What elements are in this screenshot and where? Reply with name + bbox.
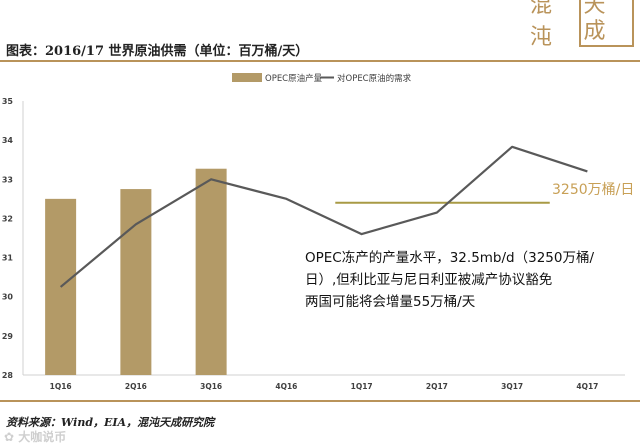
x-tick-label: 1Q17	[351, 382, 373, 391]
footer-divider	[0, 400, 640, 402]
y-tick-label: 35	[2, 97, 14, 106]
bar-series	[45, 168, 227, 375]
legend-label-line: 对OPEC原油的需求	[337, 73, 412, 84]
x-tick-label: 1Q16	[50, 382, 72, 391]
chart-title: 图表：2016/17 世界原油供需（单位：百万桶/天）	[6, 44, 309, 59]
chart-axes: 28 29 30 31 32 33 34 35 1Q16 2Q16 3Q16 4Q16 1Q17 2Q17…	[2, 97, 625, 391]
source-note: 资料来源：Wind，EIA，混沌天成研究院	[6, 416, 215, 429]
brand-logo: 混沌 天成	[530, 0, 634, 50]
reference-line-group: 3250万桶/日	[335, 182, 634, 204]
x-tick-label: 3Q17	[501, 382, 523, 391]
header-divider	[0, 60, 640, 62]
x-tick-label: 2Q17	[426, 382, 448, 391]
annotation-line: OPEC冻产的产量水平，32.5mb/d（3250万桶/	[305, 250, 594, 266]
y-tick-label: 29	[2, 332, 14, 341]
demand-line	[59, 145, 588, 288]
x-tick-label: 2Q16	[125, 382, 147, 391]
legend-label-bar: OPEC原油产量	[265, 73, 323, 84]
x-tick-label: 4Q17	[576, 382, 598, 391]
y-tick-label: 33	[2, 175, 13, 184]
x-tick-label: 4Q16	[275, 382, 297, 391]
x-tick-label: 3Q16	[200, 382, 222, 391]
annotation-line: 两国可能将会增量55万桶/天	[305, 294, 476, 310]
logo-cursive-text: 混沌	[530, 0, 555, 50]
annotation-line: 日）,但利比亚与尼日利亚被减产协议豁免	[305, 271, 552, 288]
bar	[195, 168, 227, 375]
y-tick-label: 31	[2, 254, 14, 263]
y-tick-label: 32	[2, 214, 13, 223]
logo-box-text: 天成	[578, 0, 634, 47]
y-tick-label: 30	[2, 293, 14, 302]
legend-swatch-bar	[232, 73, 262, 82]
reference-line-label: 3250万桶/日	[552, 182, 634, 198]
line-series	[59, 145, 588, 288]
bar	[120, 189, 152, 375]
chart-legend: OPEC原油产量 对OPEC原油的需求	[232, 73, 412, 84]
watermark-text: ✿ 大咖说币	[4, 430, 67, 444]
y-tick-label: 28	[2, 371, 14, 380]
chart-annotation: OPEC冻产的产量水平，32.5mb/d（3250万桶/日）,但利比亚与尼日利亚…	[305, 250, 594, 310]
y-tick-label: 34	[2, 136, 14, 145]
